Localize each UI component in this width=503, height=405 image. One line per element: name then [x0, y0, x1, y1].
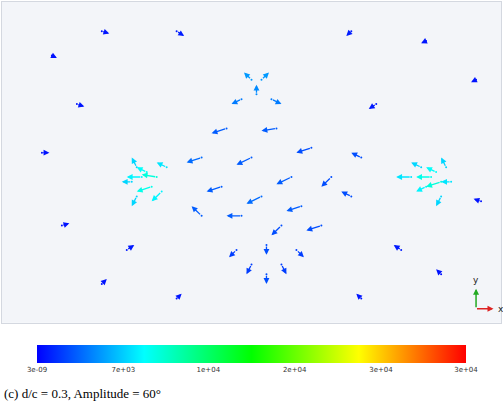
svg-text:2e+04: 2e+04	[283, 366, 307, 374]
svg-text:1e+04: 1e+04	[197, 366, 221, 374]
svg-text:y: y	[473, 275, 479, 285]
svg-text:x: x	[498, 304, 503, 314]
svg-text:7e+03: 7e+03	[112, 366, 136, 374]
svg-text:3e-09: 3e-09	[27, 366, 47, 374]
svg-text:3e+04: 3e+04	[369, 366, 393, 374]
svg-text:(c) d/c = 0.3, Amplitude = 60°: (c) d/c = 0.3, Amplitude = 60°	[4, 386, 161, 401]
svg-text:3e+04: 3e+04	[454, 366, 478, 374]
